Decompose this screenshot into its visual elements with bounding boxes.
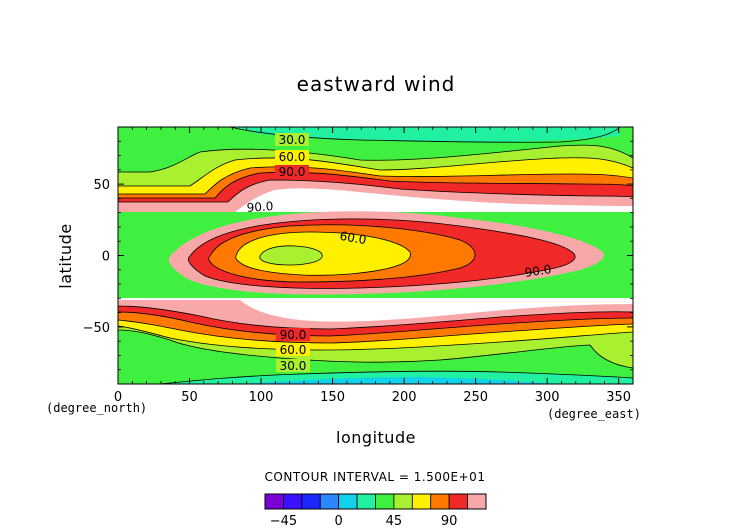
isoline-s60: [118, 319, 633, 344]
x-unit-label: (degree_east): [547, 407, 641, 421]
colorbar-cell: [467, 493, 487, 510]
colorbar-frame: [264, 493, 487, 510]
contour-label: 90.0: [524, 262, 552, 280]
colorbar-cell: [338, 493, 358, 510]
isoline-s90: [118, 305, 633, 330]
colorbar-tick-label: 90: [441, 514, 458, 529]
contour-interval-note: CONTOUR INTERVAL = 1.500E+01: [265, 470, 486, 484]
label-bg: [275, 150, 309, 163]
contour-label: 90.0: [280, 328, 307, 342]
y-axis: −50 0 50: [83, 140, 633, 371]
isoline-n45: [118, 157, 633, 187]
x-tick-label: 300: [535, 390, 560, 405]
x-tick-label: 50: [181, 390, 198, 405]
contour-labels: 30.0 60.0 90.0 90.0 60.0 90.0 90.0 60.0 …: [246, 133, 552, 373]
isoline-s75: [118, 311, 633, 337]
x-tick-label: 250: [463, 390, 488, 405]
gap-south: [118, 298, 633, 322]
y-axis-label: latitude: [56, 223, 75, 288]
isoline-n30: [118, 144, 633, 173]
colorbar-cell: [430, 493, 450, 510]
isoline-j90: [188, 218, 576, 289]
contour-label: 30.0: [280, 359, 307, 373]
isoline-s45: [118, 325, 633, 351]
contour-label: 60.0: [280, 343, 307, 357]
isoline-j105: [259, 245, 323, 266]
colorbar-cell: [448, 493, 468, 510]
colorbar-tick-label: 0: [335, 514, 343, 529]
colorbar-cell: [301, 493, 321, 510]
colorbar-cell: [283, 493, 303, 510]
colorbar-cell: [411, 493, 432, 510]
label-bg: [275, 165, 309, 178]
contour-label: 60.0: [279, 150, 306, 164]
isoline-j60: [235, 231, 411, 276]
isoline-s30: [118, 329, 633, 369]
x-tick-label: 350: [606, 390, 631, 405]
colorbar-cell: [319, 493, 340, 510]
x-axis: 0 50 100 150 200 250 300 350: [114, 127, 631, 405]
jet-lime: [259, 245, 323, 265]
colorbar-tick-label: −45: [270, 514, 297, 529]
contour-label: 60.0: [339, 229, 368, 247]
y-tick-label: 50: [93, 178, 110, 193]
isoline-n60: [118, 166, 633, 195]
contour-label: 90.0: [246, 199, 274, 215]
chart-title: eastward wind: [297, 72, 456, 96]
x-tick-label: 150: [320, 390, 345, 405]
isoline-j75: [208, 224, 476, 283]
label-bg: [276, 359, 310, 372]
y-tick-label: 0: [102, 250, 110, 265]
gap-north: [118, 188, 633, 212]
isoline-s15: [159, 370, 633, 384]
contour-lines: [118, 127, 633, 384]
colorbar-cell: [264, 493, 284, 510]
isoline-n75: [118, 171, 633, 199]
colorbar-cell: [375, 493, 395, 510]
y-tick-label: −50: [83, 321, 110, 336]
colorbar-ticks: −45 0 45 90: [270, 514, 458, 529]
contour-label: 30.0: [279, 133, 306, 147]
contour-label: 90.0: [279, 165, 306, 179]
colorbar-cell: [393, 493, 413, 510]
colorbar-tick-label: 45: [386, 514, 403, 529]
colorbar-cell: [356, 493, 376, 510]
label-bg: [276, 328, 310, 341]
isoline-n90: [118, 179, 633, 203]
label-bg: [276, 343, 310, 356]
contour-field: 30.0 60.0 90.0 90.0 60.0 90.0 90.0 60.0 …: [118, 127, 633, 384]
label-bg: [275, 133, 309, 146]
x-tick-label: 0: [114, 390, 122, 405]
band-south-cyan: [240, 377, 560, 384]
x-tick-label: 100: [249, 390, 274, 405]
y-unit-label: (degree_north): [46, 401, 147, 415]
x-tick-label: 200: [392, 390, 417, 405]
x-axis-label: longitude: [336, 428, 416, 447]
colorbar: [264, 493, 487, 510]
